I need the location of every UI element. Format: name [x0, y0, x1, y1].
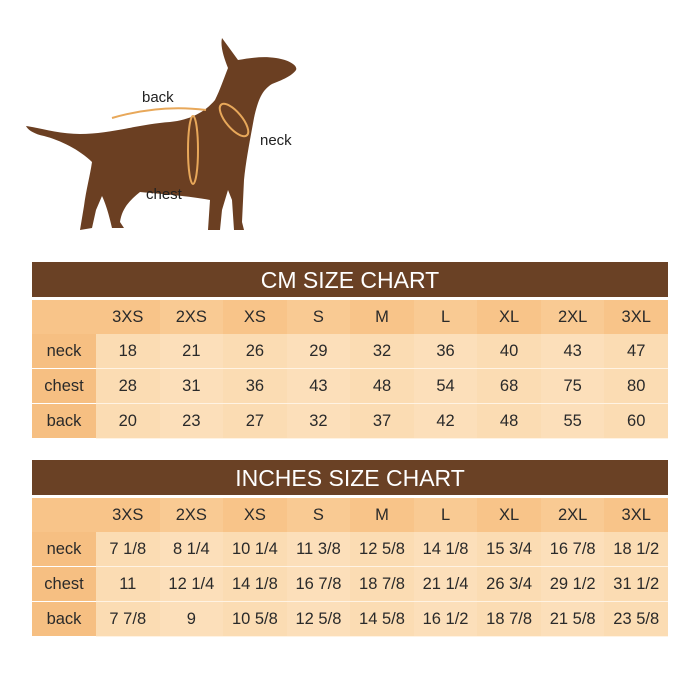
- row-label: chest: [32, 567, 96, 601]
- size-header: 2XS: [159, 300, 224, 334]
- table-cell: 10 1/4: [223, 532, 287, 567]
- dog-illustration: [26, 38, 297, 230]
- table-cell: 26: [223, 334, 287, 369]
- dog-silhouette: [26, 38, 297, 230]
- table-cell: 31 1/2: [604, 567, 668, 602]
- size-header: L: [413, 498, 478, 532]
- table-cell: 23: [159, 404, 224, 439]
- table-cell: 14 5/8: [350, 602, 414, 637]
- table-cell: 60: [604, 404, 668, 439]
- table-cell: 9: [159, 602, 224, 637]
- size-header: 3XS: [96, 300, 160, 334]
- size-header: 2XL: [540, 300, 605, 334]
- table-cell: 43: [286, 369, 351, 404]
- table-cell: 16 7/8: [286, 567, 351, 602]
- table-cell: 11 3/8: [286, 532, 351, 567]
- table-cell: 28: [96, 369, 160, 404]
- row-label: back: [32, 602, 96, 636]
- neck-measure-ring: [218, 102, 250, 138]
- cm-chart-title: CM SIZE CHART: [32, 262, 668, 297]
- table-cell: 55: [540, 404, 605, 439]
- table-cell: 20: [96, 404, 160, 439]
- table-cell: 16 1/2: [413, 602, 478, 637]
- row-label: back: [32, 404, 96, 438]
- size-header: 2XS: [159, 498, 224, 532]
- size-header: 3XL: [604, 300, 668, 334]
- table-cell: 16 7/8: [540, 532, 605, 567]
- table-cell: 48: [350, 369, 414, 404]
- size-header: 3XL: [604, 498, 668, 532]
- table-cell: 32: [350, 334, 414, 369]
- chest-measure-ring: [187, 115, 199, 185]
- table-cell: 21: [159, 334, 224, 369]
- table-cell: 75: [540, 369, 605, 404]
- cm-size-chart: CM SIZE CHART 3XS 2XS XS S M L XL 2XL 3XL neck 18 2…: [32, 262, 668, 439]
- table-cell: 29 1/2: [540, 567, 605, 602]
- table-cell: 32: [286, 404, 351, 439]
- back-label: back: [142, 89, 174, 106]
- table-cell: 31: [159, 369, 224, 404]
- table-cell: 18: [96, 334, 160, 369]
- size-header: XS: [223, 498, 287, 532]
- size-header: XL: [477, 498, 541, 532]
- table-cell: 18 7/8: [477, 602, 541, 637]
- table-cell: 7 7/8: [96, 602, 160, 637]
- table-cell: 37: [350, 404, 414, 439]
- table-cell: 36: [223, 369, 287, 404]
- row-label: neck: [32, 532, 96, 566]
- table-cell: 21 5/8: [540, 602, 605, 637]
- table-cell: 21 1/4: [413, 567, 478, 602]
- inches-table: 3XS 2XS XS S M L XL 2XL 3XL neck 7 1/8 8 1/4 10 1/4 1…: [32, 498, 668, 637]
- table-cell: 12 1/4: [159, 567, 224, 602]
- table-cell: 40: [477, 334, 541, 369]
- size-header: XL: [477, 300, 541, 334]
- corner-cell: [32, 300, 96, 334]
- table-cell: 18 7/8: [350, 567, 414, 602]
- table-cell: 48: [477, 404, 541, 439]
- table-cell: 68: [477, 369, 541, 404]
- table-cell: 11: [96, 567, 160, 602]
- row-label: neck: [32, 334, 96, 368]
- size-header: XS: [223, 300, 287, 334]
- table-cell: 12 5/8: [286, 602, 351, 637]
- chest-label: chest: [146, 186, 182, 203]
- inches-size-chart: INCHES SIZE CHART 3XS 2XS XS S M L XL 2XL 3XL nec…: [32, 460, 668, 637]
- size-header: 2XL: [540, 498, 605, 532]
- table-cell: 14 1/8: [413, 532, 478, 567]
- table-cell: 10 5/8: [223, 602, 287, 637]
- table-cell: 47: [604, 334, 668, 369]
- neck-label: neck: [260, 132, 292, 149]
- size-header: S: [286, 300, 351, 334]
- table-cell: 15 3/4: [477, 532, 541, 567]
- table-cell: 36: [413, 334, 478, 369]
- table-cell: 18 1/2: [604, 532, 668, 567]
- size-header: M: [350, 498, 414, 532]
- cm-table: 3XS 2XS XS S M L XL 2XL 3XL neck 18 21 26 29 32 36 40 43 4…: [32, 300, 668, 439]
- table-cell: 42: [413, 404, 478, 439]
- table-cell: 26 3/4: [477, 567, 541, 602]
- size-header: M: [350, 300, 414, 334]
- size-header: S: [286, 498, 351, 532]
- table-cell: 12 5/8: [350, 532, 414, 567]
- table-cell: 23 5/8: [604, 602, 668, 637]
- row-label: chest: [32, 369, 96, 403]
- size-header: 3XS: [96, 498, 160, 532]
- table-cell: 43: [540, 334, 605, 369]
- table-cell: 14 1/8: [223, 567, 287, 602]
- table-cell: 8 1/4: [159, 532, 224, 567]
- inches-chart-title: INCHES SIZE CHART: [32, 460, 668, 495]
- table-cell: 29: [286, 334, 351, 369]
- table-cell: 54: [413, 369, 478, 404]
- size-header: L: [413, 300, 478, 334]
- table-cell: 7 1/8: [96, 532, 160, 567]
- table-cell: 80: [604, 369, 668, 404]
- back-measure-line: [111, 107, 207, 119]
- table-cell: 27: [223, 404, 287, 439]
- corner-cell: [32, 498, 96, 532]
